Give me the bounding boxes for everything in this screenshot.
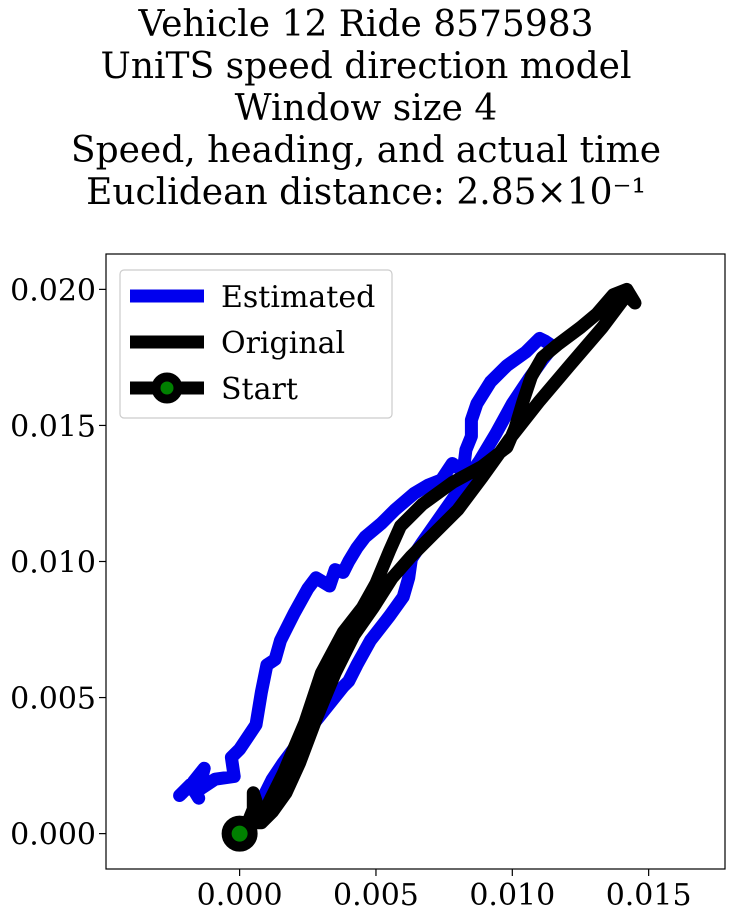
y-tick-label: 0.005: [10, 682, 96, 717]
legend-label-original: Original: [221, 326, 345, 361]
legend-box: [119, 269, 393, 419]
x-tick-label: 0.000: [197, 878, 283, 913]
title-line: Euclidean distance: 2.85×10⁻¹: [86, 172, 646, 213]
x-tick-label: 0.015: [606, 878, 692, 913]
title-line: Vehicle 12 Ride 8575983: [137, 4, 593, 45]
y-axis: 0.000 0.005 0.010 0.015 0.020: [10, 273, 106, 853]
series-line-original: [233, 282, 642, 841]
series-line-estimated: [173, 331, 560, 841]
y-tick-label: 0.020: [10, 273, 96, 308]
title-line: Speed, heading, and actual time: [71, 130, 661, 171]
y-tick-label: 0.015: [10, 409, 96, 444]
title-line: UniTS speed direction model: [101, 46, 632, 87]
series-group: [173, 282, 642, 852]
title-line: Window size 4: [235, 88, 498, 129]
legend-label-estimated: Estimated: [221, 280, 375, 315]
y-tick-label: 0.000: [10, 818, 96, 853]
x-axis: 0.000 0.005 0.010 0.015: [197, 869, 692, 913]
legend-label-start: Start: [221, 372, 298, 407]
legend-start-marker: [151, 372, 183, 404]
y-tick-label: 0.010: [10, 546, 96, 581]
start-marker: [221, 815, 258, 852]
legend: Estimated Original Start: [119, 269, 393, 419]
x-tick-label: 0.005: [333, 878, 419, 913]
x-tick-label: 0.010: [469, 878, 555, 913]
